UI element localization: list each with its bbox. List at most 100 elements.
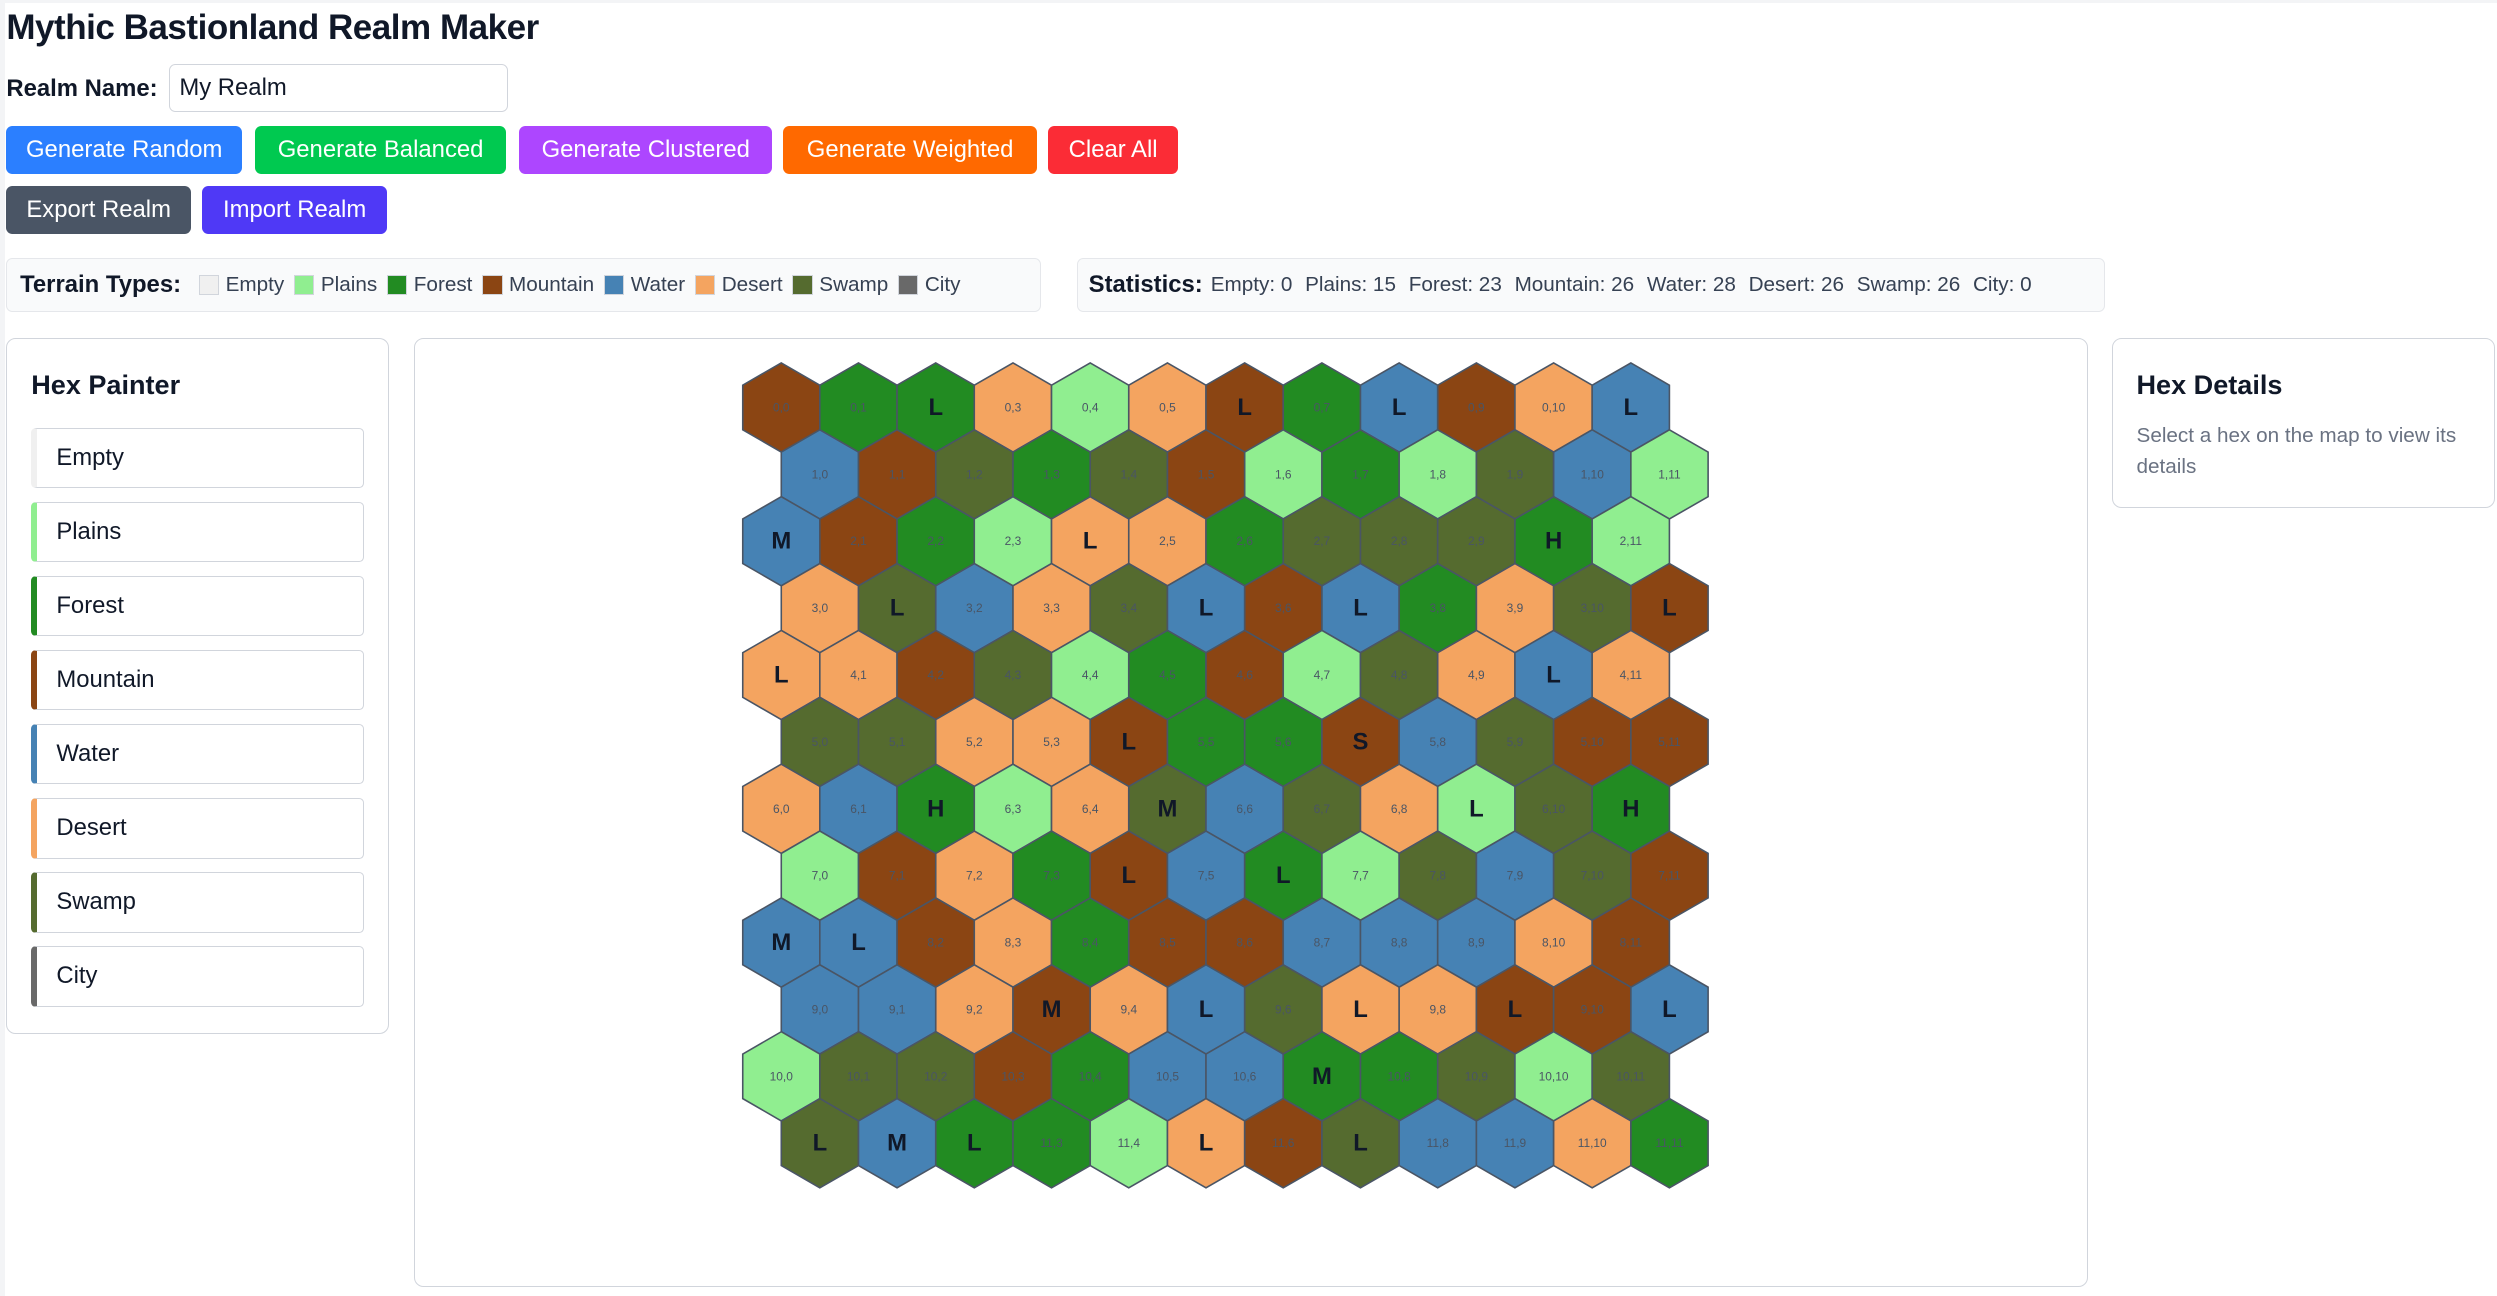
hex-coordinate: 6,1 [850,801,867,815]
hex-coordinate: 3,6 [1275,601,1292,615]
app-page: Mythic Bastionland Realm Maker Realm Nam… [4,3,2497,1296]
hex-coordinate: 6,3 [1005,801,1022,815]
hex-marker: L [851,929,866,956]
hex-cell[interactable]: L [1089,695,1169,788]
hex-cell[interactable]: 11,4 [1089,1097,1169,1189]
hex-cell[interactable]: 4,9 [1436,629,1516,721]
hex-coordinate: 10,10 [1539,1069,1569,1083]
legend-swatch-city [897,274,919,296]
painter-city-button[interactable]: City [31,946,365,1007]
hex-cell[interactable]: 1,11 [1630,428,1709,520]
hex-marker: H [1545,527,1562,554]
legend-swatch-forest [386,274,408,296]
hex-coordinate: 1,11 [1658,467,1681,481]
painter-water-button[interactable]: Water [31,723,365,785]
painter-mountain-button[interactable]: Mountain [31,649,365,711]
hex-cell[interactable]: 1,2 [934,428,1014,520]
hex-coordinate: 7,0 [812,868,829,882]
legend-label-swamp: Swamp [819,273,889,297]
hex-coordinate: 4,5 [1159,668,1176,682]
clear-all-button[interactable]: Clear All [1047,125,1179,174]
hex-marker: L [774,661,789,688]
hex-coordinate: 8,5 [1159,935,1176,949]
hex-coordinate: 2,5 [1159,534,1176,548]
hex-coordinate: 6,4 [1082,801,1099,815]
painter-empty-button[interactable]: Empty [31,427,365,489]
hex-coordinate: 3,8 [1429,601,1446,615]
hex-cell[interactable]: 10,2 [896,1030,976,1122]
hex-coordinate: 2,6 [1236,534,1253,548]
hex-marker: L [1199,594,1214,621]
hex-marker: L [1624,394,1639,421]
hex-coordinate: 10,0 [770,1069,794,1083]
hex-coordinate: 4,7 [1314,668,1331,682]
painter-desert-button[interactable]: Desert [31,798,365,859]
hex-coordinate: 6,7 [1314,801,1331,815]
hex-coordinate: 1,7 [1352,467,1369,481]
hex-cell[interactable]: L [1321,1097,1400,1189]
hex-marker: L [1353,996,1368,1023]
hex-coordinate: 2,2 [927,534,944,548]
hex-cell[interactable]: L [896,361,976,453]
import-realm-button[interactable]: Import Realm [202,186,387,235]
hex-coordinate: 1,10 [1581,467,1605,481]
hex-coordinate: 0,3 [1005,400,1022,414]
hex-marker: L [1122,728,1137,755]
hex-cell[interactable]: L [1205,361,1285,453]
hex-cell[interactable]: 11,11 [1630,1097,1709,1189]
hex-coordinate: 11,6 [1272,1136,1295,1150]
hex-marker: L [1276,862,1291,889]
map-panel: 0,0 0,1 L 0,3 0,4 0,5 L 0,7 L 0,9 0,10 L 1,0 1,1 1,2 1,… [414,337,2088,1287]
hex-coordinate: 10,2 [924,1069,948,1083]
hex-coordinate: 1,6 [1275,467,1292,481]
generate-balanced-button[interactable]: Generate Balanced [254,125,507,174]
hex-coordinate: 1,0 [812,467,829,481]
hex-cell[interactable]: 6,7 [1282,762,1362,854]
generate-weighted-button[interactable]: Generate Weighted [783,125,1037,174]
hex-marker: L [928,394,943,421]
hex-coordinate: 4,3 [1005,668,1022,682]
hex-coordinate: 7,10 [1581,868,1605,882]
painter-plains-button[interactable]: Plains [31,501,365,563]
hex-coordinate: 8,8 [1391,935,1408,949]
hex-cell[interactable]: 2,1 [819,495,898,587]
hex-coordinate: 3,4 [1121,601,1138,615]
terrain-legend-label: Terrain Types: [20,271,182,299]
generate-clustered-button[interactable]: Generate Clustered [519,125,773,174]
hex-cell[interactable]: L [1591,361,1671,453]
hex-coordinate: 10,9 [1465,1069,1489,1083]
hex-coordinate: 5,10 [1581,734,1605,748]
hex-coordinate: 10,4 [1079,1069,1103,1083]
legend-label-empty: Empty [225,273,285,297]
hex-cell[interactable]: 4,2 [896,629,976,721]
hex-marker: M [771,929,791,956]
hex-coordinate: 8,7 [1314,935,1331,949]
hex-marker: L [813,1129,828,1156]
stat-item: City: 0 [1972,273,2032,297]
hex-coordinate: 9,0 [812,1002,829,1016]
realm-name-input[interactable] [168,63,509,112]
export-realm-button[interactable]: Export Realm [6,186,192,235]
hex-forest[interactable] [1630,1097,1709,1189]
painter-swamp-button[interactable]: Swamp [31,872,365,933]
stat-item: Empty: 0 [1210,273,1293,297]
hex-map[interactable]: 0,0 0,1 L 0,3 0,4 0,5 L 0,7 L 0,9 0,10 L 1,0 1,1 1,2 1,… [415,339,2086,1285]
generate-random-button[interactable]: Generate Random [6,125,243,174]
hex-cell[interactable]: L [934,1097,1014,1189]
hex-marker: H [1622,795,1639,822]
hex-coordinate: 6,6 [1236,801,1253,815]
hex-cell[interactable]: L [1166,1097,1246,1189]
painter-forest-button[interactable]: Forest [31,575,365,637]
hex-coordinate: 8,9 [1468,935,1485,949]
hex-coordinate: 7,1 [889,868,906,882]
stat-item: Plains: 15 [1305,273,1396,297]
hex-coordinate: 0,5 [1159,400,1176,414]
hex-coordinate: 3,9 [1507,601,1524,615]
hex-marker: L [1392,394,1407,421]
hex-marker: L [1469,795,1484,822]
hex-coordinate: 9,2 [966,1002,983,1016]
hex-cell[interactable]: L [1321,562,1400,654]
legend-label-desert: Desert [721,273,783,297]
hex-cell[interactable]: 2,7 [1282,495,1362,587]
hex-coordinate: 11,4 [1118,1136,1141,1150]
